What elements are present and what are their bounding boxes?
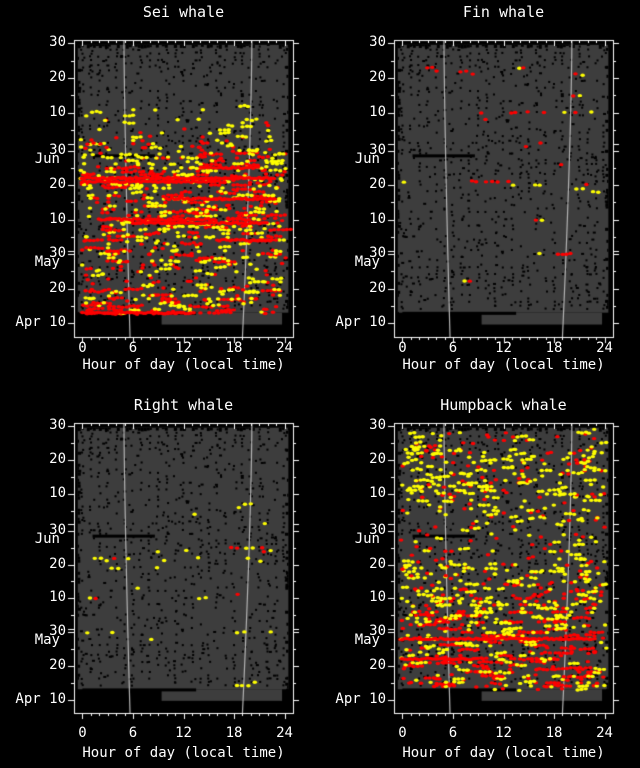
x-tick-label: 24	[276, 725, 293, 741]
month-label: May	[34, 254, 60, 271]
y-tick-label: 20	[369, 68, 386, 85]
x-tick-label: 18	[225, 725, 243, 741]
y-tick-label: 10	[369, 589, 386, 606]
x-tick-label: 24	[596, 340, 613, 356]
y-tick-label: 10	[369, 210, 386, 227]
month-label: Jun	[34, 530, 60, 547]
y-tick-label: 10	[49, 484, 66, 501]
y-tick-label: 10	[49, 589, 66, 606]
y-tick-label: 20	[369, 176, 386, 193]
month-label: Jun	[354, 530, 380, 547]
y-tick-label: 10	[369, 484, 386, 501]
y-tick-label: 30	[49, 245, 66, 262]
x-axis-label: Hour of day (local time)	[402, 745, 605, 761]
x-tick-label: 6	[448, 340, 458, 356]
y-tick-label: 30	[369, 417, 386, 434]
x-tick-label: 24	[596, 725, 613, 741]
y-tick-label: 30	[49, 623, 66, 640]
y-tick-label: 20	[49, 555, 66, 572]
y-tick-label: 20	[49, 68, 66, 85]
month-label: Jun	[354, 150, 380, 167]
y-tick-label: 20	[49, 279, 66, 296]
x-tick-label: 12	[175, 725, 192, 741]
y-tick-label: 20	[49, 176, 66, 193]
y-tick-label: Apr 10	[335, 690, 386, 707]
x-axis-label: Hour of day (local time)	[402, 357, 605, 373]
y-tick-label: 30	[369, 623, 386, 640]
panel-title: Sei whale	[142, 3, 225, 21]
x-tick-label: 12	[495, 725, 512, 741]
y-tick-label: 30	[369, 141, 386, 158]
month-label: May	[34, 632, 60, 649]
panel-title: Fin whale	[462, 3, 545, 21]
panel-title: Humpback whale	[440, 396, 567, 414]
x-tick-label: 18	[225, 340, 243, 356]
panel-title: Right whale	[133, 396, 234, 414]
y-tick-label: 30	[369, 245, 386, 262]
y-tick-label: 30	[49, 521, 66, 538]
x-tick-label: 0	[398, 725, 407, 741]
y-tick-label: 10	[49, 103, 66, 120]
y-tick-label: 20	[49, 451, 66, 468]
x-tick-label: 0	[398, 340, 407, 356]
y-tick-label: 20	[369, 451, 386, 468]
month-label: May	[354, 254, 380, 271]
x-tick-label: 6	[448, 725, 458, 741]
x-tick-label: 0	[78, 340, 87, 356]
month-label: May	[354, 632, 380, 649]
y-tick-label: 30	[369, 521, 386, 538]
y-tick-label: Apr 10	[335, 314, 386, 331]
y-tick-label: 10	[369, 103, 386, 120]
x-tick-label: 6	[128, 725, 138, 741]
x-tick-label: 24	[276, 340, 293, 356]
y-tick-label: 20	[369, 555, 386, 572]
y-tick-label: 20	[369, 656, 386, 673]
y-tick-label: 20	[49, 656, 66, 673]
y-tick-label: 30	[49, 34, 66, 51]
y-tick-label: 30	[49, 417, 66, 434]
y-tick-label: 20	[369, 279, 386, 296]
y-tick-label: Apr 10	[15, 690, 66, 707]
y-tick-label: 30	[49, 141, 66, 158]
x-tick-label: 6	[128, 340, 138, 356]
x-axis-label: Hour of day (local time)	[82, 745, 285, 761]
x-axis-label: Hour of day (local time)	[82, 357, 285, 373]
x-tick-label: 12	[175, 340, 192, 356]
y-tick-label: 10	[49, 210, 66, 227]
y-tick-label: Apr 10	[15, 314, 66, 331]
x-tick-label: 12	[495, 340, 512, 356]
y-tick-label: 30	[369, 34, 386, 51]
x-tick-label: 18	[545, 340, 563, 356]
x-tick-label: 18	[545, 725, 563, 741]
month-label: Jun	[34, 150, 60, 167]
x-tick-label: 0	[78, 725, 87, 741]
